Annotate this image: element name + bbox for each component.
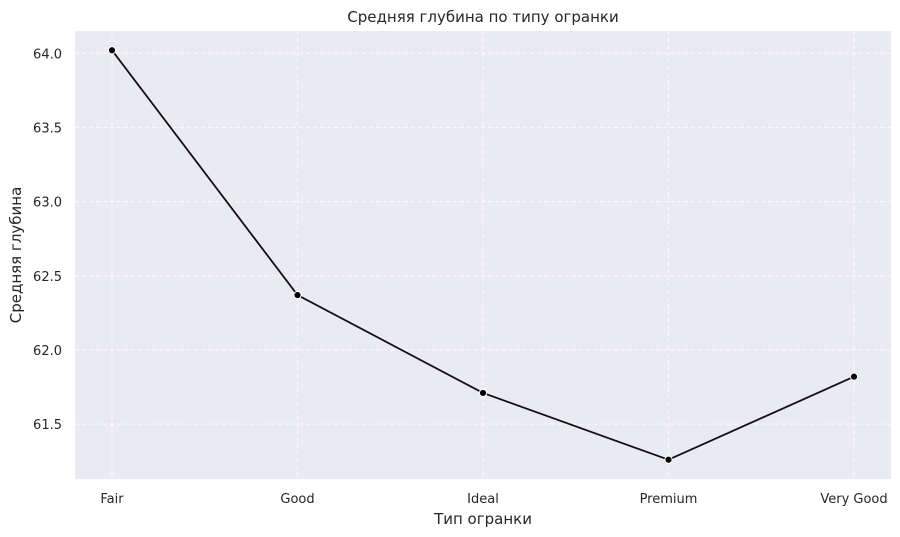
series-layer <box>107 46 859 464</box>
y-tick-label: 63.5 <box>33 121 62 136</box>
x-tick-label: Fair <box>100 492 124 507</box>
tick-layer: Fair Good Ideal Premium Very Good 61.5 62.0 62.… <box>33 47 888 507</box>
chart-title: Средняя глубина по типу огранки <box>347 8 618 26</box>
y-tick-label: 61.5 <box>33 418 62 433</box>
x-tick-label: Ideal <box>467 492 499 507</box>
y-axis-label: Средняя глубина <box>7 187 25 324</box>
x-tick-label: Good <box>280 492 314 507</box>
y-tick-label: 62.0 <box>33 344 62 359</box>
grid-layer <box>75 31 891 479</box>
data-point <box>293 290 302 300</box>
x-axis-label: Тип огранки <box>433 510 532 528</box>
data-point <box>849 372 859 381</box>
x-tick-label: Premium <box>640 492 698 507</box>
data-point <box>478 388 488 398</box>
data-point <box>664 455 673 464</box>
y-tick-label: 62.5 <box>33 270 62 285</box>
y-tick-label: 64.0 <box>33 47 62 62</box>
y-tick-label: 63.0 <box>33 196 62 211</box>
data-point <box>107 46 117 55</box>
x-tick-label: Very Good <box>820 492 887 507</box>
